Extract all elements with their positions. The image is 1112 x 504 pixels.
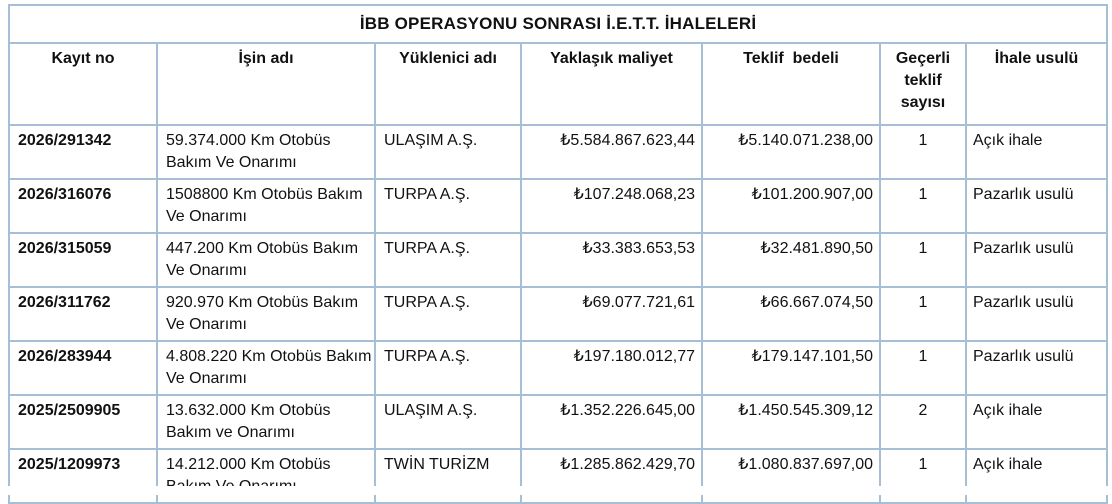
cell-kayit-no: 2026/311762 [8, 286, 158, 342]
cell-yuklenici: TURPA A.Ş. [374, 286, 522, 342]
bottom-crop [0, 486, 1112, 495]
cell-isin-adi: 1508800 Km Otobüs Bakım Ve Onarımı [156, 178, 376, 234]
header-usul: İhale usulü [964, 42, 1109, 126]
header-maliyet: Yaklaşık maliyet [520, 42, 703, 126]
cell-maliyet: ₺197.180.012,77 [520, 340, 703, 396]
table-row: 2026/311762 920.970 Km Otobüs Bakım Ve On… [8, 286, 1109, 342]
cell-usul: Pazarlık usulü [964, 178, 1109, 234]
tenders-table: İBB OPERASYONU SONRASI İ.E.T.T. İHALELER… [7, 4, 1109, 504]
cell-gecerli: 1 [879, 340, 967, 396]
table-row: 2026/291342 59.374.000 Km Otobüs Bakım Ve… [8, 124, 1109, 180]
cell-yuklenici: TURPA A.Ş. [374, 178, 522, 234]
tenders-table-container: İBB OPERASYONU SONRASI İ.E.T.T. İHALELER… [7, 4, 1109, 504]
cell-kayit-no: 2026/283944 [8, 340, 158, 396]
table-title: İBB OPERASYONU SONRASI İ.E.T.T. İHALELER… [7, 4, 1109, 44]
table-row: 2026/315059 447.200 Km Otobüs Bakım Ve On… [8, 232, 1109, 288]
cell-yuklenici: ULAŞIM A.Ş. [374, 124, 522, 180]
cell-usul: Açık ihale [964, 124, 1109, 180]
cell-teklif: ₺179.147.101,50 [701, 340, 881, 396]
cell-kayit-no: 2026/315059 [8, 232, 158, 288]
cell-yuklenici: TURPA A.Ş. [374, 232, 522, 288]
cell-usul: Pazarlık usulü [964, 232, 1109, 288]
cell-kayit-no: 2026/316076 [8, 178, 158, 234]
cell-teklif: ₺5.140.071.238,00 [701, 124, 881, 180]
cell-teklif: ₺1.450.545.309,12 [701, 394, 881, 450]
cell-teklif: ₺66.667.074,50 [701, 286, 881, 342]
cell-usul: Pazarlık usulü [964, 286, 1109, 342]
cell-yuklenici: TURPA A.Ş. [374, 340, 522, 396]
header-row: Kayıt no İşin adı Yüklenici adı Yaklaşık… [8, 42, 1109, 126]
cell-maliyet: ₺69.077.721,61 [520, 286, 703, 342]
cell-isin-adi: 13.632.000 Km Otobüs Bakım ve Onarımı [156, 394, 376, 450]
cell-teklif: ₺32.481.890,50 [701, 232, 881, 288]
cell-kayit-no: 2025/2509905 [8, 394, 158, 450]
cell-gecerli: 1 [879, 178, 967, 234]
cell-isin-adi: 4.808.220 Km Otobüs Bakım Ve Onarımı [156, 340, 376, 396]
table-row: 2025/2509905 13.632.000 Km Otobüs Bakım v… [8, 394, 1109, 450]
cell-maliyet: ₺1.352.226.645,00 [520, 394, 703, 450]
cell-isin-adi: 447.200 Km Otobüs Bakım Ve Onarımı [156, 232, 376, 288]
header-teklif: Teklif bedeli [701, 42, 881, 126]
cell-isin-adi: 59.374.000 Km Otobüs Bakım Ve Onarımı [156, 124, 376, 180]
cell-gecerli: 2 [879, 394, 967, 450]
cell-yuklenici: ULAŞIM A.Ş. [374, 394, 522, 450]
cell-isin-adi: 920.970 Km Otobüs Bakım Ve Onarımı [156, 286, 376, 342]
header-isin-adi: İşin adı [156, 42, 376, 126]
cell-gecerli: 1 [879, 232, 967, 288]
table-row: 2026/316076 1508800 Km Otobüs Bakım Ve On… [8, 178, 1109, 234]
table-row: 2026/283944 4.808.220 Km Otobüs Bakım Ve … [8, 340, 1109, 396]
header-gecerli: Geçerli teklif sayısı [879, 42, 967, 126]
header-kayit-no: Kayıt no [8, 42, 158, 126]
cell-usul: Pazarlık usulü [964, 340, 1109, 396]
cell-kayit-no: 2026/291342 [8, 124, 158, 180]
cell-teklif: ₺101.200.907,00 [701, 178, 881, 234]
cell-maliyet: ₺5.584.867.623,44 [520, 124, 703, 180]
cell-maliyet: ₺33.383.653,53 [520, 232, 703, 288]
cell-gecerli: 1 [879, 124, 967, 180]
header-yuklenici: Yüklenici adı [374, 42, 522, 126]
cell-maliyet: ₺107.248.068,23 [520, 178, 703, 234]
cell-usul: Açık ihale [964, 394, 1109, 450]
cell-gecerli: 1 [879, 286, 967, 342]
